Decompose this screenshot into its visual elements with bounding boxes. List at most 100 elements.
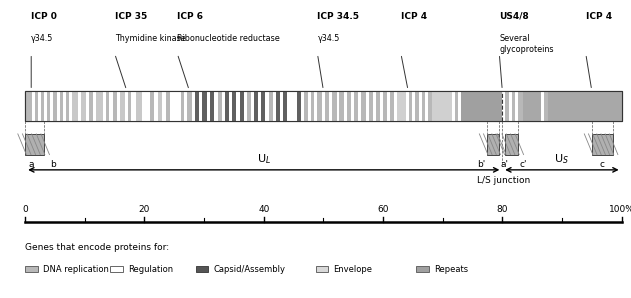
Text: γ34.5: γ34.5: [31, 34, 54, 43]
Bar: [25, 91, 622, 121]
Bar: [181, 91, 184, 121]
Bar: [261, 91, 265, 121]
Bar: [225, 91, 229, 121]
Bar: [86, 91, 89, 121]
Bar: [254, 91, 258, 121]
Bar: [592, 134, 613, 155]
Bar: [304, 91, 308, 121]
Bar: [322, 91, 324, 121]
Bar: [103, 91, 106, 121]
Bar: [117, 91, 120, 121]
Text: 80: 80: [497, 205, 508, 214]
Bar: [544, 91, 548, 121]
Bar: [505, 134, 518, 155]
Bar: [158, 91, 162, 121]
Bar: [93, 91, 96, 121]
Bar: [398, 91, 406, 121]
Bar: [502, 91, 505, 121]
Text: Genes that encode proteins for:: Genes that encode proteins for:: [25, 243, 169, 252]
Bar: [432, 91, 452, 121]
Bar: [351, 91, 354, 121]
Text: a: a: [29, 160, 35, 169]
Bar: [60, 91, 63, 121]
Bar: [125, 91, 128, 121]
Bar: [324, 91, 329, 121]
Bar: [258, 91, 261, 121]
Bar: [136, 91, 141, 121]
Bar: [505, 91, 509, 121]
Bar: [519, 91, 523, 121]
Bar: [269, 91, 273, 121]
Text: ICP 4: ICP 4: [586, 12, 612, 21]
Bar: [25, 91, 32, 121]
Bar: [394, 91, 398, 121]
Text: Regulation: Regulation: [128, 265, 174, 274]
Text: ICP 0: ICP 0: [31, 12, 57, 21]
Bar: [406, 91, 409, 121]
Bar: [63, 91, 66, 121]
Bar: [166, 91, 170, 121]
Bar: [170, 91, 181, 121]
Bar: [316, 266, 328, 272]
Bar: [512, 91, 516, 121]
Bar: [336, 91, 339, 121]
Bar: [35, 91, 38, 121]
Bar: [308, 91, 311, 121]
Bar: [47, 91, 50, 121]
Bar: [240, 91, 244, 121]
Bar: [69, 91, 73, 121]
Bar: [283, 91, 287, 121]
Text: 0: 0: [22, 205, 28, 214]
Bar: [232, 91, 237, 121]
Bar: [50, 91, 53, 121]
Bar: [218, 91, 222, 121]
Bar: [422, 91, 425, 121]
Text: L/S junction: L/S junction: [477, 176, 530, 185]
Bar: [387, 91, 390, 121]
Bar: [150, 91, 154, 121]
Text: c: c: [599, 160, 604, 169]
Bar: [89, 91, 93, 121]
Text: b: b: [50, 160, 56, 169]
Bar: [162, 91, 166, 121]
Text: US4/8: US4/8: [499, 12, 529, 21]
Bar: [210, 91, 215, 121]
Bar: [195, 91, 199, 121]
Bar: [509, 91, 512, 121]
Bar: [237, 91, 240, 121]
Bar: [109, 91, 114, 121]
Bar: [383, 91, 387, 121]
Text: 100%: 100%: [608, 205, 631, 214]
Bar: [222, 91, 225, 121]
Bar: [416, 266, 429, 272]
Bar: [25, 134, 44, 155]
Bar: [541, 91, 544, 121]
Text: γ34.5: γ34.5: [317, 34, 340, 43]
Bar: [415, 91, 419, 121]
Bar: [333, 91, 336, 121]
Bar: [297, 91, 302, 121]
Bar: [57, 91, 60, 121]
Bar: [73, 91, 78, 121]
Bar: [131, 91, 136, 121]
Bar: [196, 266, 208, 272]
Bar: [192, 91, 195, 121]
Bar: [452, 91, 454, 121]
Bar: [110, 266, 123, 272]
Bar: [203, 91, 206, 121]
Bar: [287, 91, 297, 121]
Bar: [206, 91, 210, 121]
Text: Capsid/Assembly: Capsid/Assembly: [213, 265, 285, 274]
Text: 20: 20: [139, 205, 150, 214]
Bar: [66, 91, 69, 121]
Bar: [523, 91, 541, 121]
Text: 60: 60: [377, 205, 389, 214]
Bar: [376, 91, 380, 121]
Bar: [276, 91, 280, 121]
Bar: [251, 91, 254, 121]
Text: 40: 40: [258, 205, 269, 214]
Bar: [317, 91, 322, 121]
Bar: [273, 91, 276, 121]
Bar: [215, 91, 218, 121]
Bar: [78, 91, 81, 121]
